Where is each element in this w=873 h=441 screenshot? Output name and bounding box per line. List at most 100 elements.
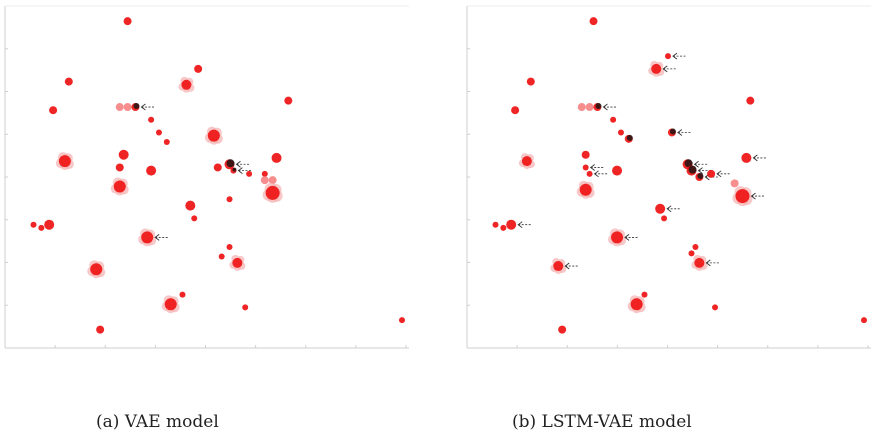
data-point-5 bbox=[511, 106, 520, 115]
data-point-16 bbox=[110, 177, 129, 196]
light-point bbox=[123, 103, 132, 112]
data-point-8 bbox=[593, 103, 618, 112]
data-point-23 bbox=[271, 152, 282, 163]
data-point-15 bbox=[582, 164, 605, 171]
data-point-29 bbox=[500, 224, 507, 231]
data-point-18 bbox=[213, 163, 222, 172]
solid-point bbox=[115, 163, 124, 172]
cluster-core-point bbox=[113, 180, 126, 193]
data-point-28 bbox=[492, 221, 499, 228]
data-point-16 bbox=[586, 170, 609, 178]
data-point-11 bbox=[163, 139, 170, 146]
arrow-head bbox=[154, 234, 160, 241]
solid-point bbox=[191, 215, 198, 222]
data-point-0 bbox=[123, 17, 132, 26]
data-point-7 bbox=[123, 103, 132, 112]
cluster-core-point bbox=[58, 155, 71, 168]
data-point-42 bbox=[399, 317, 405, 324]
data-point-5 bbox=[49, 106, 58, 115]
data-point-13 bbox=[581, 150, 590, 159]
caption-vae-model: (a) VAE model bbox=[96, 412, 219, 432]
solid-point bbox=[526, 77, 535, 86]
data-point-17 bbox=[146, 165, 157, 176]
arrow-head bbox=[624, 234, 630, 241]
cluster-core-point bbox=[630, 298, 643, 311]
cluster-core-point bbox=[141, 231, 154, 244]
solid-point bbox=[506, 219, 517, 230]
solid-point bbox=[49, 106, 58, 115]
cluster-core-point bbox=[553, 261, 564, 272]
solid-point bbox=[511, 106, 520, 115]
arrow-head bbox=[697, 167, 703, 174]
arrow-head bbox=[237, 167, 243, 174]
marked-point-overlay bbox=[226, 159, 235, 168]
solid-point bbox=[707, 169, 716, 178]
solid-point bbox=[284, 96, 293, 105]
light-point bbox=[730, 179, 739, 188]
solid-point bbox=[746, 96, 755, 105]
cluster-core-point bbox=[181, 79, 192, 90]
cluster-core-point bbox=[164, 298, 177, 311]
scatter-panel-lstm-vae bbox=[466, 4, 871, 350]
arrow-head bbox=[666, 205, 672, 213]
solid-point bbox=[586, 170, 593, 177]
data-point-31 bbox=[608, 228, 640, 247]
solid-point bbox=[692, 243, 699, 250]
solid-point bbox=[226, 243, 233, 250]
data-point-30 bbox=[30, 221, 37, 228]
data-point-10 bbox=[155, 129, 162, 136]
caption-lstm-vae-model: (b) LSTM-VAE model bbox=[512, 412, 692, 432]
data-point-14 bbox=[518, 153, 535, 170]
arrow-head bbox=[602, 103, 608, 111]
light-point bbox=[577, 103, 586, 112]
data-point-26 bbox=[262, 182, 283, 203]
data-point-39 bbox=[161, 295, 180, 314]
data-point-23 bbox=[730, 179, 739, 188]
scatter-plot-vae bbox=[4, 5, 409, 349]
data-point-40 bbox=[242, 304, 249, 311]
data-point-33 bbox=[688, 250, 695, 257]
solid-point bbox=[179, 291, 186, 298]
solid-point bbox=[38, 224, 45, 231]
solid-point bbox=[64, 77, 73, 86]
solid-point bbox=[582, 164, 589, 171]
solid-point bbox=[661, 215, 668, 222]
light-point bbox=[268, 176, 277, 185]
arrow-head bbox=[589, 164, 595, 171]
arrow-head bbox=[140, 103, 146, 111]
cluster-core-point bbox=[265, 185, 280, 200]
arrow-head bbox=[564, 262, 570, 270]
data-point-24 bbox=[576, 180, 595, 199]
cluster-core-point bbox=[694, 257, 705, 268]
solid-point bbox=[96, 325, 105, 334]
data-point-21 bbox=[707, 169, 732, 178]
data-point-40 bbox=[861, 317, 867, 324]
solid-point bbox=[610, 116, 617, 123]
solid-point bbox=[581, 150, 590, 159]
solid-point bbox=[641, 291, 648, 298]
arrow-head bbox=[517, 221, 523, 229]
data-point-37 bbox=[87, 260, 106, 279]
data-point-22 bbox=[261, 170, 268, 177]
cluster-core-point bbox=[521, 156, 532, 167]
data-point-0 bbox=[589, 17, 598, 26]
light-point bbox=[585, 103, 594, 112]
data-point-38 bbox=[712, 304, 719, 311]
data-point-9 bbox=[148, 116, 155, 123]
data-point-10 bbox=[617, 129, 624, 136]
solid-point bbox=[226, 196, 233, 203]
marked-point-overlay bbox=[626, 134, 633, 141]
solid-point bbox=[861, 317, 867, 324]
data-point-1 bbox=[64, 77, 73, 86]
data-point-20 bbox=[230, 167, 253, 174]
data-point-8 bbox=[131, 103, 156, 112]
solid-point bbox=[712, 304, 719, 311]
data-point-32 bbox=[44, 219, 55, 230]
arrow-head bbox=[235, 160, 241, 168]
marked-point-overlay bbox=[697, 173, 704, 179]
data-point-27 bbox=[661, 215, 668, 222]
light-point bbox=[115, 103, 124, 112]
solid-point bbox=[148, 116, 155, 123]
data-point-3 bbox=[526, 77, 535, 86]
data-point-32 bbox=[692, 243, 699, 250]
